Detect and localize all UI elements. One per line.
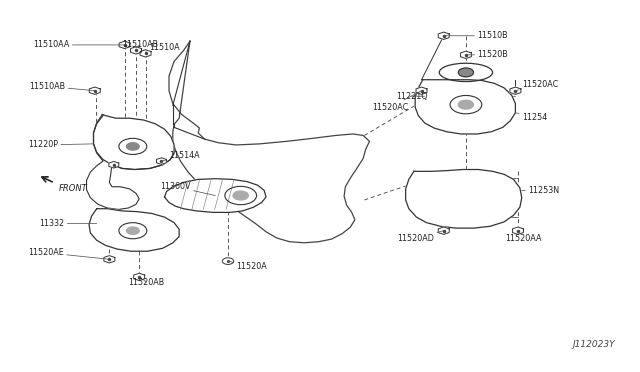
Text: J112023Y: J112023Y bbox=[572, 340, 615, 349]
Text: 11510AB: 11510AB bbox=[29, 82, 95, 91]
Text: 11520B: 11520B bbox=[466, 50, 508, 59]
Polygon shape bbox=[140, 50, 151, 57]
Circle shape bbox=[458, 68, 474, 77]
Circle shape bbox=[127, 143, 139, 150]
Circle shape bbox=[127, 227, 139, 234]
Polygon shape bbox=[416, 87, 427, 94]
Polygon shape bbox=[134, 273, 145, 280]
Text: 11520AC: 11520AC bbox=[515, 80, 558, 91]
Polygon shape bbox=[438, 32, 449, 39]
Circle shape bbox=[225, 186, 257, 205]
Text: 11510AB: 11510AB bbox=[122, 41, 158, 49]
Text: 11520AC: 11520AC bbox=[372, 91, 422, 112]
Circle shape bbox=[119, 138, 147, 154]
Circle shape bbox=[119, 223, 147, 239]
Ellipse shape bbox=[439, 63, 493, 81]
Polygon shape bbox=[169, 41, 369, 243]
Polygon shape bbox=[104, 256, 115, 263]
Polygon shape bbox=[164, 179, 266, 212]
Text: 11253N: 11253N bbox=[522, 186, 559, 195]
Circle shape bbox=[450, 96, 482, 114]
Text: 11510A: 11510A bbox=[145, 43, 179, 52]
Polygon shape bbox=[89, 87, 100, 94]
Polygon shape bbox=[131, 47, 141, 54]
Polygon shape bbox=[438, 227, 449, 234]
Polygon shape bbox=[89, 209, 179, 251]
Text: 11510B: 11510B bbox=[444, 31, 508, 40]
Circle shape bbox=[233, 191, 248, 200]
Text: 11332: 11332 bbox=[40, 219, 97, 228]
Text: 11520AE: 11520AE bbox=[28, 248, 109, 259]
Polygon shape bbox=[156, 158, 166, 164]
Text: 11520AD: 11520AD bbox=[397, 231, 444, 243]
Polygon shape bbox=[415, 80, 515, 134]
Text: 11510AA: 11510AA bbox=[33, 41, 125, 49]
Polygon shape bbox=[460, 51, 472, 58]
Text: 11254: 11254 bbox=[515, 113, 547, 122]
Polygon shape bbox=[93, 115, 174, 170]
Polygon shape bbox=[406, 170, 522, 228]
Polygon shape bbox=[513, 227, 524, 234]
Polygon shape bbox=[109, 161, 119, 168]
Text: FRONT: FRONT bbox=[59, 184, 87, 193]
Text: 11220P: 11220P bbox=[28, 141, 93, 150]
Text: 11360V: 11360V bbox=[160, 182, 215, 196]
Text: 11514A: 11514A bbox=[161, 151, 200, 161]
Text: 11221Q: 11221Q bbox=[396, 92, 428, 101]
Circle shape bbox=[222, 258, 234, 264]
Text: 11520AA: 11520AA bbox=[505, 231, 541, 243]
Circle shape bbox=[458, 100, 474, 109]
Polygon shape bbox=[119, 41, 130, 49]
Polygon shape bbox=[86, 116, 174, 209]
Text: 11520AB: 11520AB bbox=[129, 277, 164, 286]
Polygon shape bbox=[510, 87, 521, 94]
Text: 11520A: 11520A bbox=[228, 261, 267, 271]
